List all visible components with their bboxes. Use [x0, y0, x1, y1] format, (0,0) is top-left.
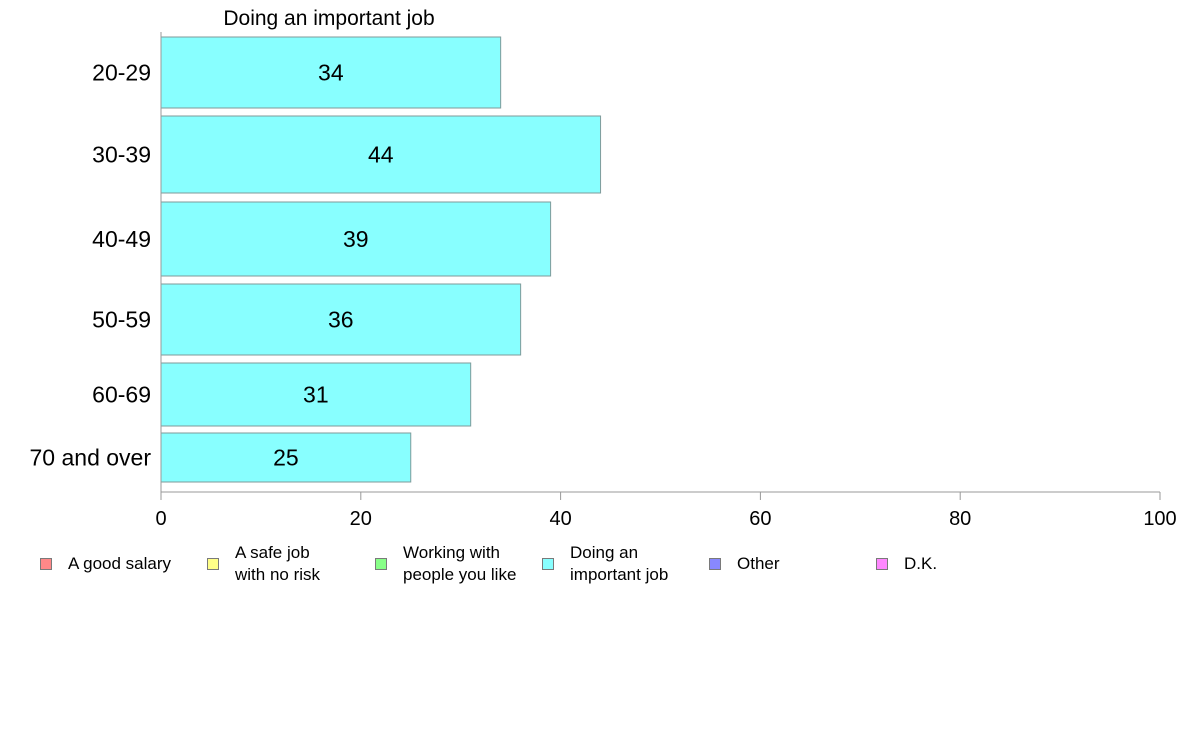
data-label: 39 [343, 226, 369, 252]
legend-swatch [40, 558, 52, 570]
legend-item: Working with people you like [375, 542, 516, 586]
category-label: 40-49 [92, 226, 151, 252]
x-tick-label: 0 [155, 508, 166, 530]
bar-30-39 [160, 115, 602, 194]
category-label: 60-69 [92, 382, 151, 408]
x-tick-label: 40 [549, 508, 571, 530]
legend-item: Other [709, 542, 780, 586]
category-label: 70 and over [30, 445, 152, 471]
bar-60-69 [160, 362, 472, 427]
x-tick-label: 100 [1143, 508, 1176, 530]
legend-item: D.K. [876, 542, 937, 586]
legend-label: Doing an important job [570, 543, 669, 584]
category-label: 30-39 [92, 142, 151, 168]
bar-20-29 [160, 36, 502, 109]
legend-label: A good salary [68, 554, 172, 573]
legend-item: Doing an important job [542, 542, 668, 586]
legend-swatch [542, 558, 554, 570]
bar-40-49 [160, 201, 552, 277]
bar-chart: Doing an important job 34 44 39 36 31 25 20-2… [30, 7, 1177, 530]
data-label: 25 [273, 445, 299, 471]
legend-item: A good salary [40, 542, 171, 586]
x-tick-label: 80 [949, 508, 971, 530]
legend-swatch [709, 558, 721, 570]
legend-swatch [876, 558, 888, 570]
legend-label: A safe job with no risk [235, 543, 321, 584]
data-label: 31 [303, 382, 329, 408]
legend-label: Other [737, 554, 780, 573]
data-label: 44 [368, 142, 394, 168]
legend-swatch [207, 558, 219, 570]
legend-item: A safe job with no risk [207, 542, 320, 586]
x-tick-label: 20 [350, 508, 372, 530]
data-label: 36 [328, 307, 354, 333]
bar-70-and-over [160, 432, 412, 483]
legend-swatch [375, 558, 387, 570]
category-label: 50-59 [92, 307, 151, 333]
legend-label: Working with people you like [403, 543, 517, 584]
chart-title: Doing an important job [223, 7, 434, 30]
legend: A good salary A safe job with no risk Work… [0, 542, 1188, 592]
legend-label: D.K. [904, 554, 938, 573]
bar-50-59 [160, 283, 522, 356]
x-tick-label: 60 [749, 508, 771, 530]
data-label: 34 [318, 60, 344, 86]
category-label: 20-29 [92, 60, 151, 86]
